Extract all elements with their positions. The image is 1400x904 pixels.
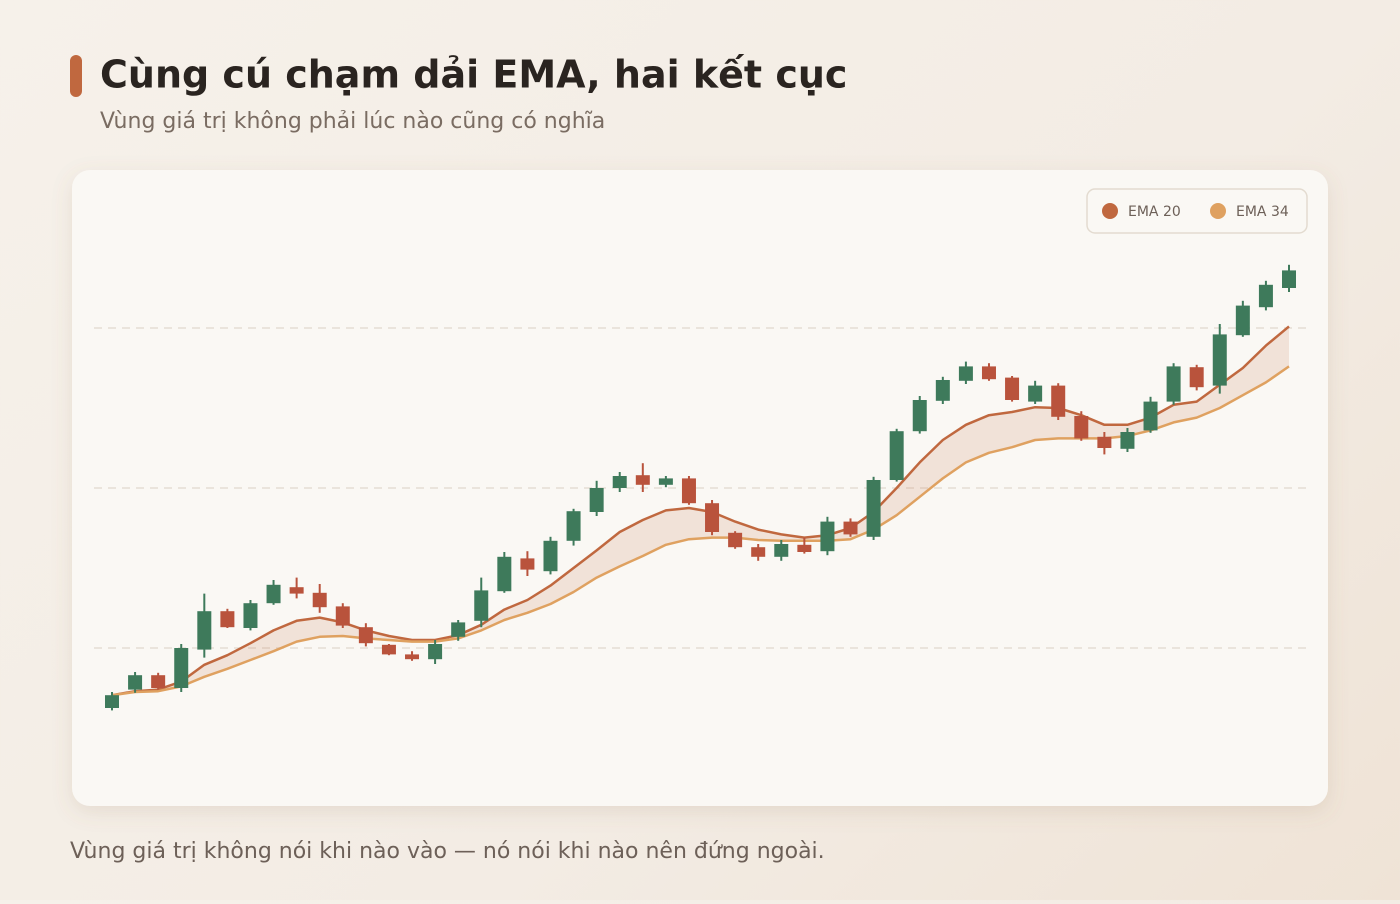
candle-body xyxy=(681,478,696,504)
candle-body xyxy=(174,648,189,688)
candle-body xyxy=(1028,385,1043,402)
candle-body xyxy=(612,476,627,488)
candle-body xyxy=(1212,334,1227,386)
ema-line xyxy=(111,365,1290,697)
candle-body xyxy=(289,587,304,594)
candle-body xyxy=(981,366,996,380)
candle-body xyxy=(266,584,281,604)
candle-body xyxy=(151,675,166,688)
legend-swatch xyxy=(1102,203,1118,219)
candle-body xyxy=(935,380,950,401)
candle-body xyxy=(658,478,673,485)
candle-body xyxy=(128,675,143,690)
candle-body xyxy=(381,644,396,655)
candle-body xyxy=(912,400,927,432)
candle-body xyxy=(1097,436,1112,448)
candle-body xyxy=(451,622,466,637)
candle-body xyxy=(1143,401,1158,431)
candle-body xyxy=(889,431,904,480)
candle-body xyxy=(797,544,812,552)
legend-label: EMA 34 xyxy=(1236,204,1289,220)
legend-items: EMA 20 EMA 34 xyxy=(1102,203,1289,220)
candle-body xyxy=(774,544,789,557)
candle-body xyxy=(358,627,373,644)
candle-body xyxy=(543,540,558,572)
candle-body xyxy=(1189,367,1204,388)
candle-body xyxy=(1051,385,1066,417)
candle-body xyxy=(705,503,720,532)
candle-body xyxy=(1258,284,1273,308)
candle-body xyxy=(866,480,881,537)
candle-body xyxy=(105,695,119,708)
legend-swatch xyxy=(1210,203,1226,219)
ema-line xyxy=(111,325,1290,697)
candle-body xyxy=(220,611,235,628)
candle-body xyxy=(1120,432,1135,449)
candle-body xyxy=(1235,305,1250,336)
footnote: Vùng giá trị không nói khi nào vào — nó … xyxy=(70,839,825,864)
candle-body xyxy=(335,606,350,626)
candle-body xyxy=(1166,366,1181,402)
title: Cùng cú chạm dải EMA, hai kết cục xyxy=(100,53,847,97)
candle-body xyxy=(635,475,650,485)
candle-body xyxy=(520,558,535,570)
title-accent xyxy=(70,55,82,97)
candle-body xyxy=(405,654,420,660)
legend xyxy=(1086,188,1308,234)
candle-body xyxy=(428,644,443,660)
candle-body xyxy=(751,547,766,557)
plot xyxy=(94,264,1306,711)
legend-label: EMA 20 xyxy=(1128,204,1181,220)
candle-body xyxy=(312,592,327,608)
candle-body xyxy=(497,556,512,592)
candle-body xyxy=(843,521,858,535)
candle-body xyxy=(589,488,604,512)
candle-body xyxy=(197,611,212,650)
candle-body xyxy=(1005,377,1020,400)
candle-body xyxy=(728,532,743,548)
candle-body xyxy=(566,511,581,541)
candle-body xyxy=(243,603,258,628)
candle-body xyxy=(1074,416,1089,439)
subtitle: Vùng giá trị không phải lúc nào cũng có … xyxy=(100,109,605,134)
candle-body xyxy=(474,590,489,621)
candle-body xyxy=(958,366,973,381)
candle-body xyxy=(1282,270,1296,288)
candle-body xyxy=(820,521,835,552)
